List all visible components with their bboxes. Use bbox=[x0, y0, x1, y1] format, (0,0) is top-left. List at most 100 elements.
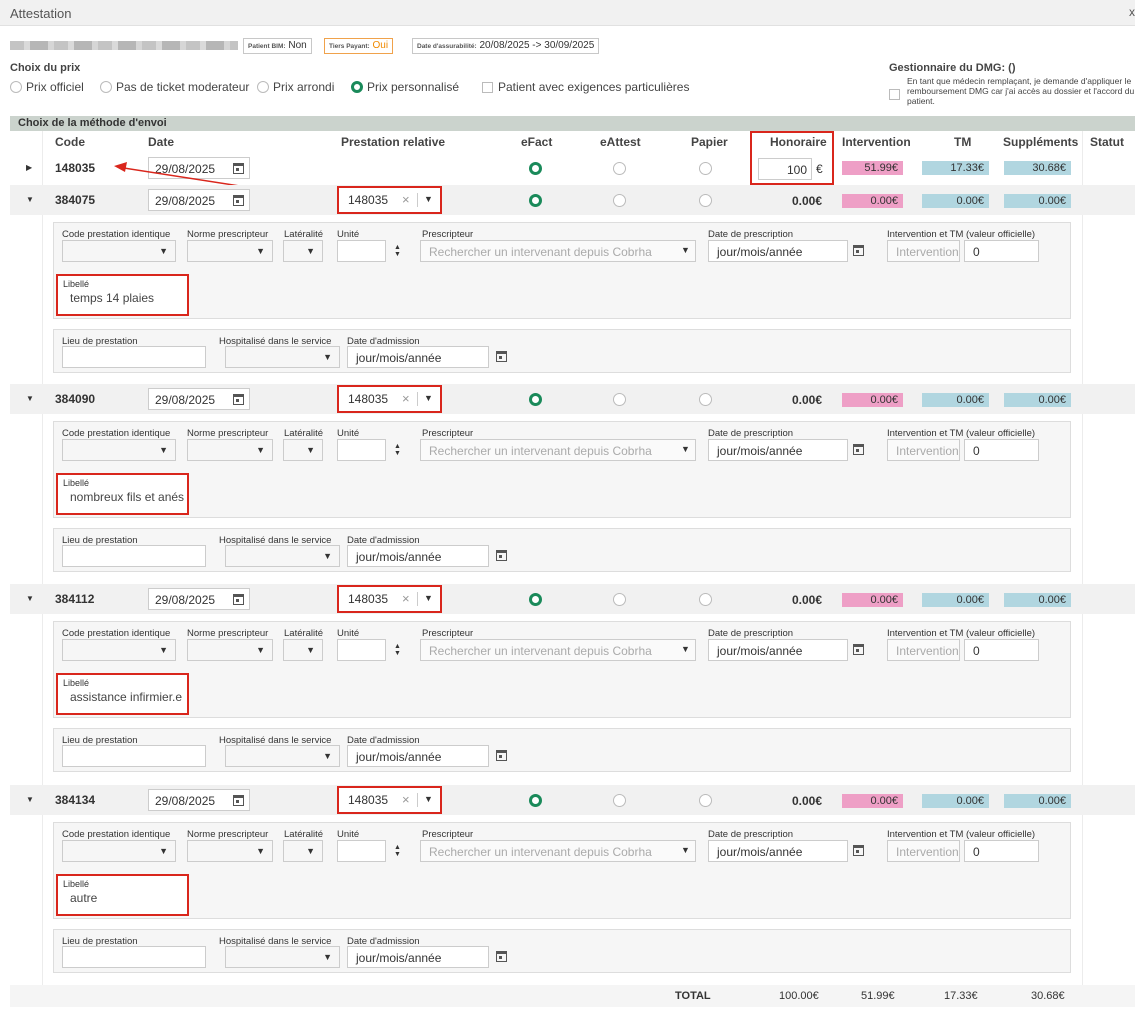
prescripteur-input[interactable]: Rechercher un intervenant depuis Cobrha bbox=[420, 840, 696, 862]
code-identique-select[interactable]: ▼ bbox=[62, 639, 176, 661]
efact-radio[interactable] bbox=[529, 593, 542, 606]
hospitalise-select[interactable]: ▼ bbox=[225, 946, 340, 968]
chevron-down-icon[interactable]: ▼ bbox=[256, 645, 265, 655]
hospitalise-select[interactable]: ▼ bbox=[225, 346, 340, 368]
chevron-down-icon[interactable]: ▼ bbox=[681, 245, 690, 255]
chevron-down-icon[interactable]: ▼ bbox=[323, 352, 332, 362]
chevron-down-icon[interactable]: ▼ bbox=[323, 751, 332, 761]
chevron-down-icon[interactable]: ▼ bbox=[256, 846, 265, 856]
sub-date-field[interactable]: 29/08/2025 bbox=[148, 789, 250, 811]
unite-input[interactable] bbox=[337, 439, 386, 461]
lateralite-select[interactable]: ▼ bbox=[283, 639, 323, 661]
stepper-icon[interactable]: ▲ ▼ bbox=[394, 643, 401, 657]
calendar-icon[interactable] bbox=[233, 163, 244, 174]
code-identique-select[interactable]: ▼ bbox=[62, 240, 176, 262]
radio-icon[interactable] bbox=[257, 81, 269, 93]
calendar-icon[interactable] bbox=[496, 351, 507, 362]
expand-down-icon[interactable]: ▼ bbox=[26, 394, 34, 403]
chevron-down-icon[interactable]: ▼ bbox=[256, 445, 265, 455]
stepper-icon[interactable]: ▲ ▼ bbox=[394, 244, 401, 258]
unite-input[interactable] bbox=[337, 840, 386, 862]
calendar-icon[interactable] bbox=[233, 394, 244, 405]
calendar-icon[interactable] bbox=[233, 795, 244, 806]
norme-select[interactable]: ▼ bbox=[187, 639, 273, 661]
papier-radio[interactable] bbox=[699, 593, 712, 606]
norme-select[interactable]: ▼ bbox=[187, 439, 273, 461]
eattest-radio[interactable] bbox=[613, 162, 626, 175]
efact-radio[interactable] bbox=[529, 194, 542, 207]
prescripteur-input[interactable]: Rechercher un intervenant depuis Cobrha bbox=[420, 639, 696, 661]
intervention-input[interactable]: Intervention bbox=[887, 639, 960, 661]
prescripteur-input[interactable]: Rechercher un intervenant depuis Cobrha bbox=[420, 240, 696, 262]
option-pas-ticket[interactable]: Pas de ticket moderateur bbox=[100, 80, 249, 94]
efact-radio[interactable] bbox=[529, 794, 542, 807]
tm-input[interactable]: 0 bbox=[964, 639, 1039, 661]
intervention-input[interactable]: Intervention bbox=[887, 840, 960, 862]
chevron-down-icon[interactable]: ▼ bbox=[681, 644, 690, 654]
date-admission-input[interactable]: jour/mois/année bbox=[347, 946, 489, 968]
calendar-icon[interactable] bbox=[853, 644, 864, 655]
stepper-icon[interactable]: ▲ ▼ bbox=[394, 844, 401, 858]
prestation-select[interactable]: 148035 × ▼ bbox=[337, 585, 442, 613]
calendar-icon[interactable] bbox=[496, 951, 507, 962]
libelle-field[interactable]: Libellé autre bbox=[56, 874, 189, 916]
radio-icon[interactable] bbox=[100, 81, 112, 93]
code-identique-select[interactable]: ▼ bbox=[62, 439, 176, 461]
sub-date-field[interactable]: 29/08/2025 bbox=[148, 388, 250, 410]
intervention-input[interactable]: Intervention bbox=[887, 439, 960, 461]
libelle-value[interactable]: nombreux fils et anés bbox=[70, 490, 185, 504]
clear-icon[interactable]: × bbox=[402, 391, 410, 406]
chevron-down-icon[interactable]: ▼ bbox=[681, 444, 690, 454]
eattest-radio[interactable] bbox=[613, 393, 626, 406]
papier-radio[interactable] bbox=[699, 794, 712, 807]
expand-down-icon[interactable]: ▼ bbox=[26, 795, 34, 804]
prestation-select[interactable]: 148035 × ▼ bbox=[337, 385, 442, 413]
stepper-icon[interactable]: ▲ ▼ bbox=[394, 443, 401, 457]
lateralite-select[interactable]: ▼ bbox=[283, 840, 323, 862]
chevron-down-icon[interactable]: ▼ bbox=[306, 246, 315, 256]
dmg-checkbox[interactable] bbox=[889, 89, 900, 100]
chevron-down-icon[interactable]: ▼ bbox=[323, 952, 332, 962]
tm-input[interactable]: 0 bbox=[964, 840, 1039, 862]
tm-input[interactable]: 0 bbox=[964, 240, 1039, 262]
norme-select[interactable]: ▼ bbox=[187, 240, 273, 262]
calendar-icon[interactable] bbox=[853, 245, 864, 256]
intervention-input[interactable]: Intervention bbox=[887, 240, 960, 262]
chevron-down-icon[interactable]: ▼ bbox=[256, 246, 265, 256]
option-prix-officiel[interactable]: Prix officiel bbox=[10, 80, 84, 94]
clear-icon[interactable]: × bbox=[402, 591, 410, 606]
chevron-down-icon[interactable]: ▼ bbox=[306, 846, 315, 856]
expand-down-icon[interactable]: ▼ bbox=[26, 594, 34, 603]
main-date-field[interactable]: 29/08/2025 bbox=[148, 157, 250, 179]
date-admission-input[interactable]: jour/mois/année bbox=[347, 346, 489, 368]
efact-radio[interactable] bbox=[529, 393, 542, 406]
papier-radio[interactable] bbox=[699, 194, 712, 207]
libelle-field[interactable]: Libellé temps 14 plaies bbox=[56, 274, 189, 316]
chevron-down-icon[interactable]: ▼ bbox=[159, 846, 168, 856]
eattest-radio[interactable] bbox=[613, 593, 626, 606]
prescripteur-input[interactable]: Rechercher un intervenant depuis Cobrha bbox=[420, 439, 696, 461]
date-prescription-input[interactable]: jour/mois/année bbox=[708, 439, 848, 461]
honoraire-input[interactable]: 100 bbox=[758, 158, 812, 180]
option-exigences[interactable]: Patient avec exigences particulières bbox=[482, 80, 689, 94]
lateralite-select[interactable]: ▼ bbox=[283, 240, 323, 262]
chevron-down-icon[interactable]: ▼ bbox=[323, 551, 332, 561]
lateralite-select[interactable]: ▼ bbox=[283, 439, 323, 461]
chevron-down-icon[interactable]: ▼ bbox=[159, 246, 168, 256]
chevron-down-icon[interactable]: ▼ bbox=[424, 593, 433, 603]
lieu-input[interactable] bbox=[62, 745, 206, 767]
unite-input[interactable] bbox=[337, 639, 386, 661]
calendar-icon[interactable] bbox=[853, 444, 864, 455]
clear-icon[interactable]: × bbox=[402, 792, 410, 807]
chevron-down-icon[interactable]: ▼ bbox=[306, 445, 315, 455]
date-admission-input[interactable]: jour/mois/année bbox=[347, 745, 489, 767]
radio-selected-icon[interactable] bbox=[351, 81, 363, 93]
norme-select[interactable]: ▼ bbox=[187, 840, 273, 862]
chevron-down-icon[interactable]: ▼ bbox=[424, 393, 433, 403]
checkbox-icon[interactable] bbox=[482, 82, 493, 93]
prestation-select[interactable]: 148035 × ▼ bbox=[337, 786, 442, 814]
unite-input[interactable] bbox=[337, 240, 386, 262]
close-icon[interactable]: x bbox=[1129, 5, 1135, 19]
hospitalise-select[interactable]: ▼ bbox=[225, 545, 340, 567]
papier-radio[interactable] bbox=[699, 162, 712, 175]
